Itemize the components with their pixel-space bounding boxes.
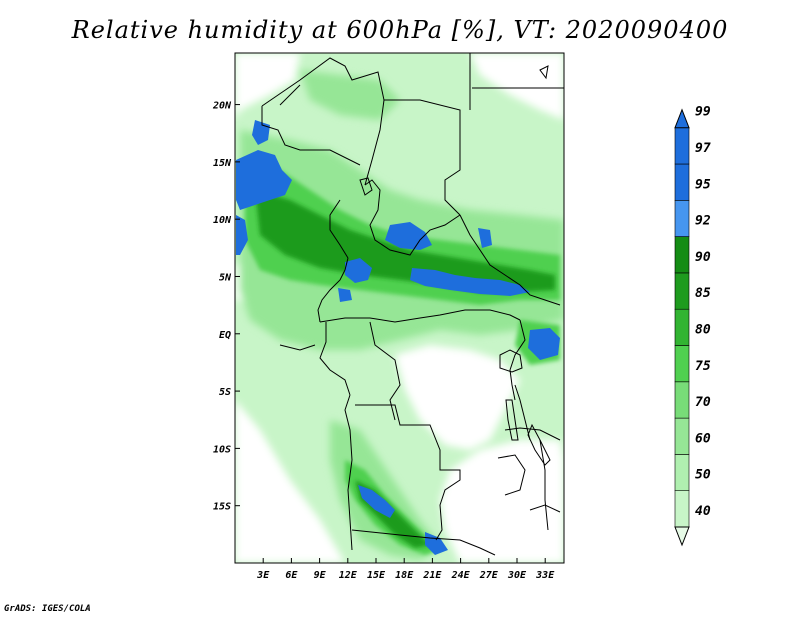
map-title: Relative humidity at 600hPa [%], VT: 202… (71, 16, 729, 44)
y-axis: 20N 15N 10N 5N EQ 5S 10S 15S (212, 101, 240, 513)
legend-label: 75 (695, 359, 711, 374)
legend-label: 92 (695, 214, 711, 229)
legend-label: 97 (695, 141, 711, 156)
legend-lower-arrow (674, 526, 690, 547)
legend-label: 80 (695, 323, 711, 338)
x-axis: 3E 6E 9E 12E 15E 18E 21E 24E 27E 30E 33E (256, 558, 555, 581)
y-tick-label: 10N (213, 215, 232, 226)
country-borders (261, 53, 564, 556)
y-tick-label: 5N (219, 272, 232, 283)
legend-swatch (674, 127, 690, 165)
y-tick-label: 5S (219, 387, 231, 398)
legend-swatch (674, 490, 690, 528)
dry-areas (235, 53, 564, 563)
legend-swatch (674, 163, 690, 201)
legend-label: 70 (695, 395, 711, 410)
y-tick-label: EQ (219, 330, 231, 341)
legend-label: 90 (695, 250, 711, 265)
y-tick-label: 15N (213, 158, 232, 169)
x-tick-label: 3E (256, 570, 270, 581)
saturated-areas (236, 120, 560, 555)
x-tick-label: 27E (479, 570, 499, 581)
legend-swatch (674, 454, 690, 491)
x-tick-label: 18E (395, 570, 414, 581)
legend-label: 50 (695, 468, 711, 483)
color-legend: 40 50 60 70 75 80 85 90 92 95 97 99 (674, 105, 711, 547)
legend-swatch (674, 381, 690, 419)
legend-label: 95 (695, 177, 711, 192)
legend-swatch (674, 236, 690, 274)
x-tick-label: 33E (535, 570, 555, 581)
x-tick-label: 9E (314, 570, 327, 581)
legend-swatch (674, 345, 690, 383)
x-tick-label: 15E (367, 570, 386, 581)
legend-label: 85 (695, 286, 711, 301)
legend-label: 40 (695, 504, 711, 519)
lakes (359, 65, 551, 466)
x-tick-label: 12E (339, 570, 358, 581)
humidity-field (235, 53, 564, 563)
map-frame (234, 52, 565, 564)
x-tick-label: 30E (507, 570, 527, 581)
y-tick-label: 20N (212, 101, 232, 112)
legend-label: 99 (695, 105, 711, 120)
y-tick-label: 10S (213, 444, 231, 455)
x-tick-label: 6E (285, 570, 298, 581)
legend-swatch (674, 417, 690, 455)
legend-swatch (674, 308, 690, 346)
y-tick-label: 15S (213, 502, 231, 513)
grads-credit: GrADS: IGES/COLA (4, 604, 91, 614)
legend-label: 60 (695, 431, 711, 446)
legend-upper-arrow (674, 108, 690, 129)
x-tick-label: 21E (422, 570, 442, 581)
legend-swatch (674, 272, 690, 310)
x-tick-label: 24E (451, 570, 471, 581)
legend-swatch (674, 200, 690, 237)
